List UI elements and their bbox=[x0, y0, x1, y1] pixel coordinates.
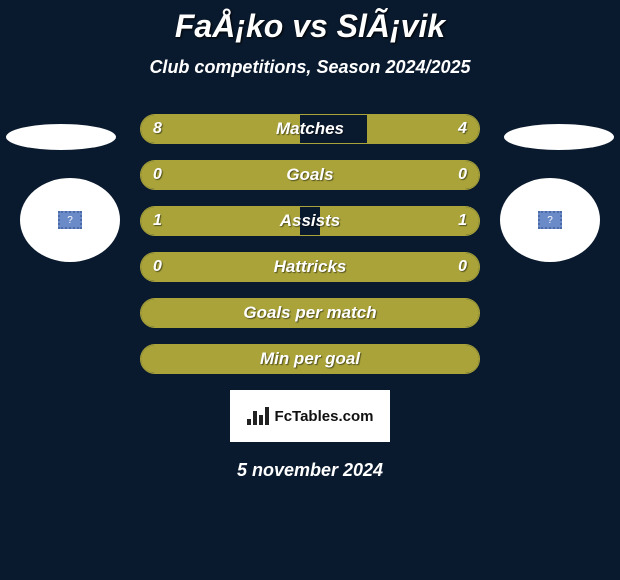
stat-bar-full bbox=[141, 345, 479, 373]
decor-ellipse-right bbox=[504, 124, 614, 150]
page-title: FaÅ¡ko vs SlÃ¡vik bbox=[0, 8, 620, 45]
stat-right-value: 0 bbox=[458, 253, 467, 281]
stat-left-value: 1 bbox=[153, 207, 162, 235]
stat-bar-full bbox=[141, 299, 479, 327]
stat-bar-left bbox=[141, 115, 300, 143]
placeholder-icon: ? bbox=[58, 211, 82, 229]
stat-bar-left bbox=[141, 161, 310, 189]
player-badge-right: ? bbox=[500, 178, 600, 262]
player-badge-left: ? bbox=[20, 178, 120, 262]
stat-right-value: 4 bbox=[458, 115, 467, 143]
logo-text: FcTables.com bbox=[275, 408, 374, 425]
stat-right-value: 1 bbox=[458, 207, 467, 235]
comparison-card: FaÅ¡ko vs SlÃ¡vik Club competitions, Sea… bbox=[0, 0, 620, 481]
stat-row: 84Matches bbox=[140, 114, 480, 144]
date-line: 5 november 2024 bbox=[0, 460, 620, 481]
stat-right-value: 0 bbox=[458, 161, 467, 189]
stat-bar-left bbox=[141, 253, 310, 281]
source-logo: FcTables.com bbox=[230, 390, 390, 442]
stat-bar-left bbox=[141, 207, 300, 235]
stat-row: 00Hattricks bbox=[140, 252, 480, 282]
stat-row: Min per goal bbox=[140, 344, 480, 374]
stat-row: Goals per match bbox=[140, 298, 480, 328]
stat-left-value: 0 bbox=[153, 161, 162, 189]
subtitle: Club competitions, Season 2024/2025 bbox=[0, 57, 620, 78]
stat-bar-right bbox=[320, 207, 479, 235]
stat-left-value: 8 bbox=[153, 115, 162, 143]
bar-chart-icon bbox=[247, 407, 269, 425]
stat-bar-right bbox=[310, 253, 479, 281]
stat-bar-right bbox=[310, 161, 479, 189]
placeholder-icon: ? bbox=[538, 211, 562, 229]
decor-ellipse-left bbox=[6, 124, 116, 150]
stat-left-value: 0 bbox=[153, 253, 162, 281]
stat-row: 11Assists bbox=[140, 206, 480, 236]
stat-row: 00Goals bbox=[140, 160, 480, 190]
